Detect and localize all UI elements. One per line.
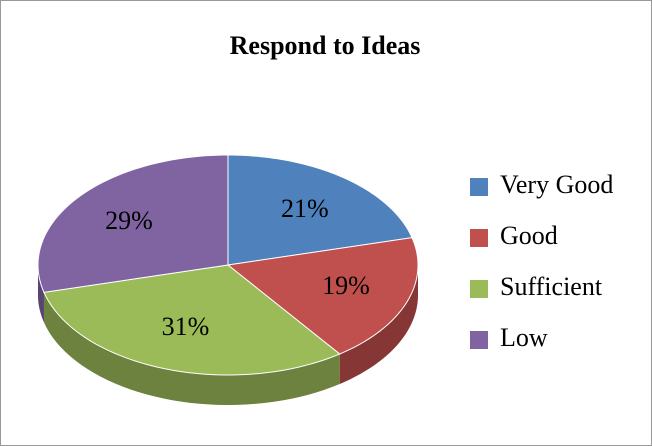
legend-label: Good	[500, 221, 558, 250]
pie-slice	[226, 237, 419, 355]
data-label: 19%	[322, 271, 370, 300]
legend-swatch	[470, 331, 488, 349]
legend-label: Low	[500, 323, 548, 352]
data-label: 21%	[281, 194, 329, 223]
pie-side	[43, 292, 340, 405]
legend-label: Sufficient	[500, 272, 603, 301]
pie-side	[339, 265, 418, 384]
pie-side-shade	[339, 265, 418, 384]
chart-title: Respond to Ideas	[230, 31, 421, 60]
legend-label: Very Good	[500, 170, 613, 199]
pie-slice	[227, 154, 413, 266]
data-label: 29%	[105, 206, 153, 235]
pie-side-shade	[43, 292, 340, 405]
legend-swatch	[470, 280, 488, 298]
pie-slice	[37, 154, 229, 293]
data-label: 31%	[162, 312, 210, 341]
pie-slice	[43, 264, 341, 376]
legend-swatch	[470, 178, 488, 196]
legend-swatch	[470, 229, 488, 247]
